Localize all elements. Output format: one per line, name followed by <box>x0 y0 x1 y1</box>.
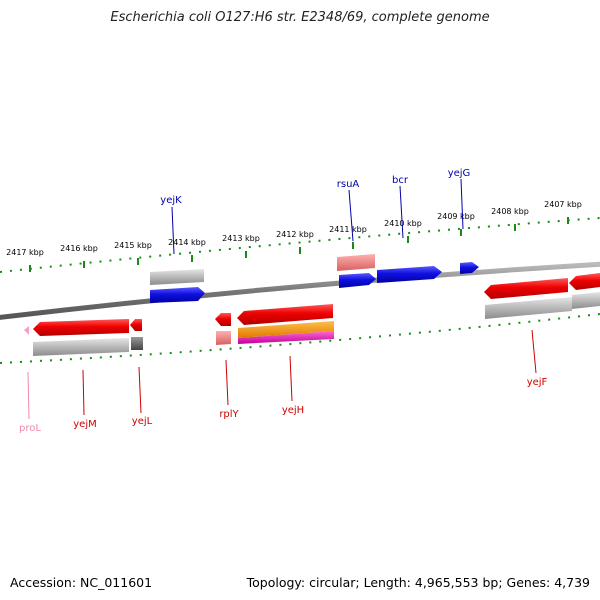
kbp-label: 2412 kbp <box>276 230 314 239</box>
gene-next-gray <box>572 292 600 309</box>
gene-label-yejG[interactable]: yejG <box>448 168 471 179</box>
gene-label-rplY[interactable]: rplY <box>219 409 239 420</box>
gene-yejF-gray <box>485 297 572 319</box>
kbp-label: 2417 kbp <box>6 248 44 257</box>
gene-labels: yejK rsuA bcr yejG proL yejM yejL rplY y… <box>19 168 548 434</box>
genome-backbone <box>0 261 600 320</box>
gene-rsuA[interactable] <box>339 273 376 288</box>
gene-yejL-dark <box>131 337 143 350</box>
gene-yejH[interactable] <box>237 304 333 325</box>
kbp-label: 2413 kbp <box>222 234 260 243</box>
gene-yejH-orange <box>238 321 334 338</box>
gene-label-rsuA[interactable]: rsuA <box>337 179 360 190</box>
leader-lines <box>27 178 537 420</box>
genome-summary-text: Topology: circular; Length: 4,965,553 bp… <box>246 575 590 590</box>
kbp-label: 2408 kbp <box>491 207 529 216</box>
gene-label-yejH[interactable]: yejH <box>282 405 304 416</box>
reverse-features <box>24 273 600 356</box>
gene-bcr[interactable] <box>377 266 442 283</box>
kbp-labels: 2417 kbp 2416 kbp 2415 kbp 2414 kbp 2413 kbp… <box>6 200 582 257</box>
gene-label-yejL[interactable]: yejL <box>132 416 153 427</box>
gene-label-yejM[interactable]: yejM <box>73 419 96 430</box>
gene-label-yejK[interactable]: yejK <box>160 195 182 206</box>
gene-label-yejF[interactable]: yejF <box>527 377 548 388</box>
gene-label-bcr[interactable]: bcr <box>392 175 409 186</box>
gene-yejM[interactable] <box>33 319 129 336</box>
kbp-label: 2415 kbp <box>114 241 152 250</box>
upper-tick-track <box>0 217 600 273</box>
lower-tick-track <box>0 313 600 364</box>
genome-title: Escherichia coli O127:H6 str. E2348/69, … <box>110 10 490 25</box>
gene-yejH-magenta <box>238 331 334 344</box>
gene-yejF[interactable] <box>484 278 568 299</box>
kbp-label: 2407 kbp <box>544 200 582 209</box>
gene-rplY[interactable] <box>215 313 231 326</box>
gene-yejK[interactable] <box>150 287 205 303</box>
kbp-label: 2411 kbp <box>329 225 367 234</box>
gene-yejM-gray <box>33 338 129 356</box>
kbp-label: 2414 kbp <box>168 238 206 247</box>
gene-next-red[interactable] <box>569 273 600 290</box>
gene-rplY-salmon <box>216 331 231 345</box>
forward-features <box>150 254 479 303</box>
kbp-label: 2409 kbp <box>437 212 475 221</box>
kbp-label: 2410 kbp <box>384 219 422 228</box>
gene-yejG[interactable] <box>460 262 479 274</box>
gene-yejK-gray <box>150 269 204 285</box>
gene-yejL[interactable] <box>130 319 142 331</box>
gene-rsuA-salmon <box>337 254 375 271</box>
accession-text: Accession: NC_011601 <box>10 575 153 590</box>
kbp-label: 2416 kbp <box>60 244 98 253</box>
major-ticks <box>29 217 569 272</box>
gene-label-proL[interactable]: proL <box>19 423 41 434</box>
gene-proL[interactable] <box>24 326 29 335</box>
